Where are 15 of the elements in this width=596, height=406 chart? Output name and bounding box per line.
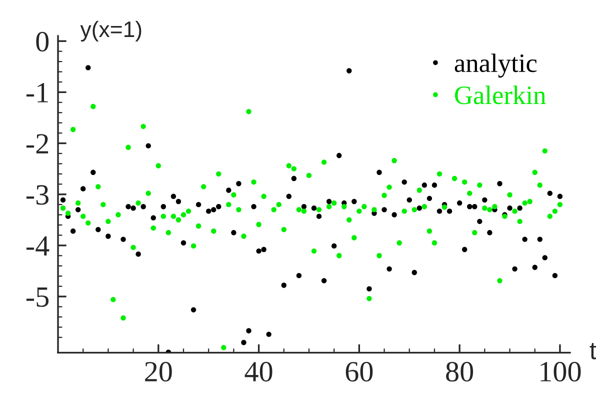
- legend-label: Galerkin: [455, 86, 546, 104]
- y-axis-title: y(x=1): [80, 20, 142, 42]
- y-tick-label: -1: [26, 83, 48, 102]
- x-tick-label: 60: [346, 362, 373, 382]
- y-tick-label: -2: [26, 134, 48, 154]
- y-tick-label: 0: [36, 32, 49, 52]
- x-tick-label: 80: [446, 362, 474, 382]
- x-tick-label: 20: [145, 362, 172, 382]
- x-tick-label: 40: [244, 362, 272, 382]
- x-axis-title: t: [590, 343, 596, 360]
- y-tick-label: -5: [26, 288, 49, 307]
- legend-label: analytic: [454, 54, 537, 78]
- y-tick-label: -4: [26, 236, 50, 256]
- x-tick-label: 100: [540, 362, 581, 382]
- y-tick-label: -3: [26, 185, 49, 205]
